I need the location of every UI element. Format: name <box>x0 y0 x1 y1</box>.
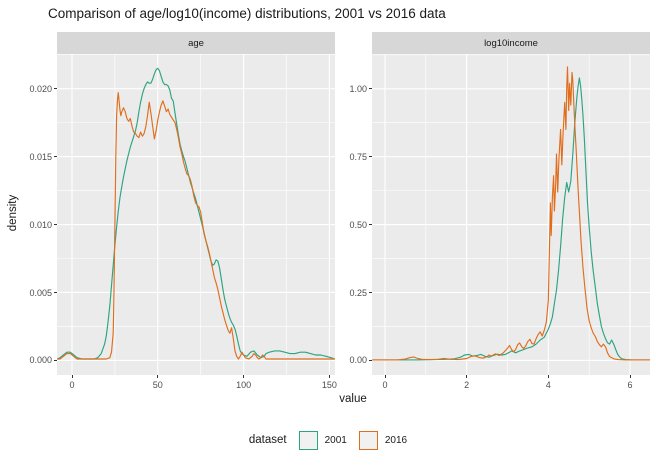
x-tick-label: 100 <box>236 380 252 390</box>
panel-age <box>57 54 335 375</box>
y-tick-label: 0.005 <box>29 287 52 298</box>
y-tick-label: 0.50 <box>349 219 367 230</box>
x-tick-mark <box>384 375 386 378</box>
legend-label-2001: 2001 <box>324 434 347 446</box>
y-tick-mark <box>369 292 372 293</box>
x-tick-label: 4 <box>545 380 551 390</box>
y-tick-mark <box>54 88 57 90</box>
x-tick-mark <box>547 375 549 378</box>
legend-item-2001: 2001 <box>298 430 347 450</box>
y-tick-label: 0.020 <box>29 83 52 94</box>
x-tick-mark <box>466 375 468 378</box>
y-tick-label: 0.75 <box>349 151 367 162</box>
y-tick-mark <box>54 359 57 361</box>
legend-title: dataset <box>248 434 287 446</box>
density-curve-2001-log10income <box>372 77 650 361</box>
x-tick-mark <box>629 375 631 378</box>
facet-strip-age-label: age <box>188 37 204 49</box>
facet-strip-log10income: log10income <box>372 32 650 54</box>
x-tick-label: 0 <box>382 380 388 390</box>
y-tick-label: 0.000 <box>29 355 52 366</box>
y-tick-label: 0.015 <box>29 151 52 162</box>
y-tick-mark <box>369 88 372 90</box>
x-tick-label: 2 <box>464 380 470 390</box>
y-tick-mark <box>54 156 57 158</box>
y-tick-mark <box>369 156 372 158</box>
panel-log10income <box>372 54 650 375</box>
y-tick-mark <box>54 224 57 225</box>
legend-key-2016-swatch <box>358 430 378 450</box>
y-tick-label: 1.00 <box>349 83 367 94</box>
x-axis-title: value <box>339 393 367 405</box>
y-tick-mark <box>369 359 372 361</box>
legend: dataset 2001 2016 <box>0 427 656 453</box>
facet-strip-age: age <box>57 32 335 54</box>
y-tick-mark <box>369 224 372 226</box>
x-tick-label: 50 <box>152 380 163 390</box>
y-tick-label: 0.010 <box>29 219 52 230</box>
x-tick-mark <box>328 375 330 378</box>
y-tick-mark <box>54 292 57 293</box>
density-plot-canvas-log10income <box>372 54 650 375</box>
density-plot-canvas-age <box>57 54 335 375</box>
legend-key-2001-swatch <box>298 430 318 450</box>
y-tick-label: 0.00 <box>349 355 367 366</box>
legend-item-2016: 2016 <box>358 430 408 450</box>
density-curve-2001-age <box>57 67 335 360</box>
chart-title: Comparison of age/log10(income) distribu… <box>48 6 446 21</box>
x-tick-mark <box>243 375 245 378</box>
density-curve-2016-log10income <box>372 66 650 361</box>
x-tick-label: 0 <box>69 380 75 390</box>
x-tick-label: 150 <box>321 380 337 390</box>
y-axis-title: density <box>7 194 19 232</box>
x-tick-mark <box>157 375 159 378</box>
x-tick-label: 6 <box>627 380 633 390</box>
y-tick-label: 0.25 <box>349 287 367 298</box>
density-curve-2016-age <box>57 92 335 360</box>
facet-strip-log10income-label: log10income <box>484 37 538 49</box>
x-tick-mark <box>71 375 73 378</box>
legend-label-2016: 2016 <box>384 434 408 446</box>
